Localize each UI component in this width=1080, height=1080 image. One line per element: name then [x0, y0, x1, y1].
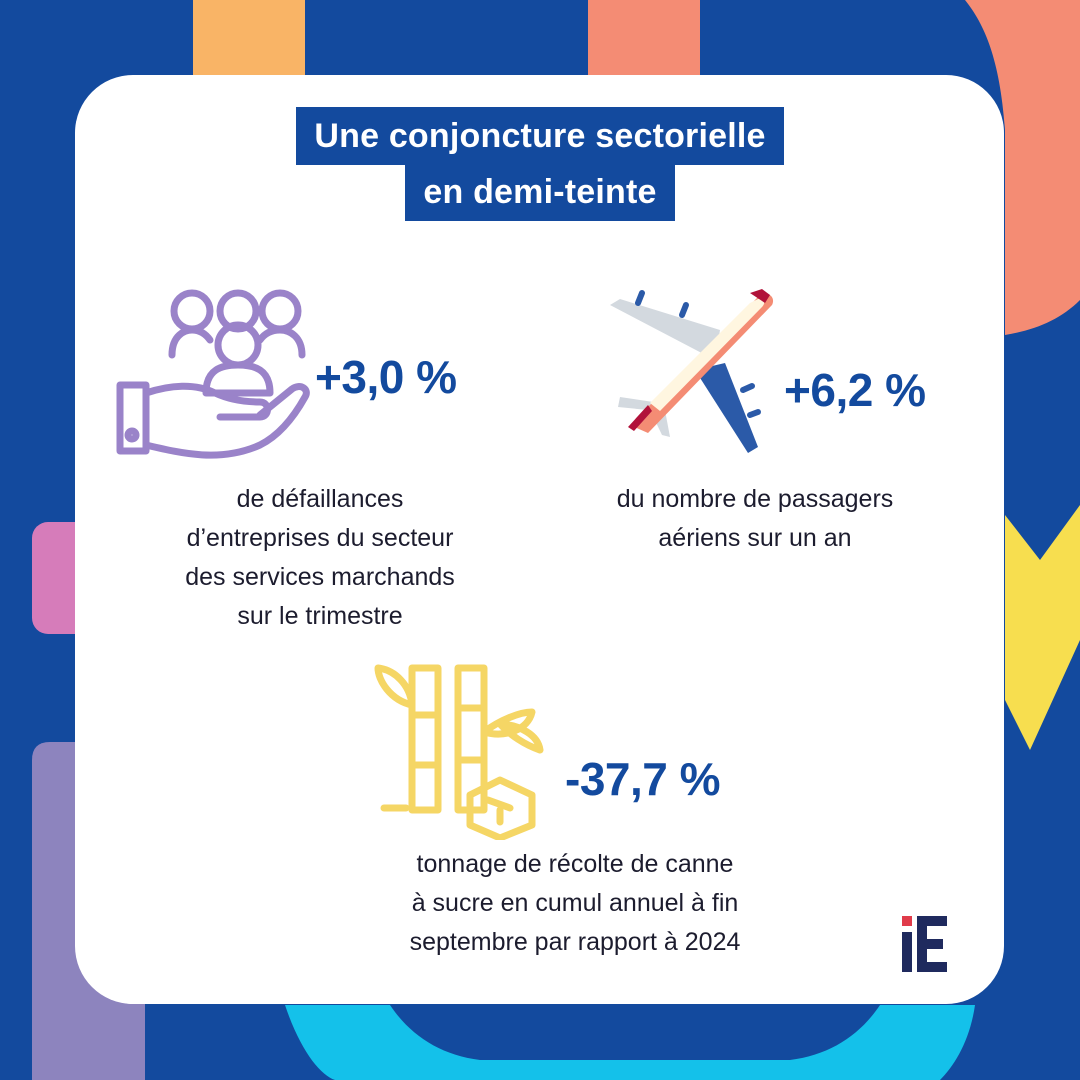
- cyan-arc-shape: [285, 1005, 975, 1080]
- sugarcane-icon: [374, 664, 544, 840]
- stat-description-2-line: du nombre de passagers: [616, 485, 894, 513]
- stat-description-3-line: septembre par rapport à 2024: [409, 928, 741, 956]
- title-line-2: en demi-teinte: [405, 163, 675, 221]
- airplane-icon: [610, 289, 774, 453]
- hand-with-people-icon: [116, 289, 310, 459]
- stat-description-1-line: de défaillances: [236, 485, 404, 513]
- stat-description-2: du nombre de passagers aériens sur un an: [555, 480, 955, 558]
- page-title: Une conjoncture sectorielle en demi-tein…: [0, 107, 1080, 221]
- stat-value-2: +6,2 %: [784, 364, 926, 416]
- stat-description-1: de défaillances d’entreprises du secteur…: [120, 480, 520, 636]
- infographic-card: [75, 75, 1004, 1004]
- title-line-1: Une conjoncture sectorielle: [296, 107, 784, 165]
- stat-description-3-line: à sucre en cumul annuel à fin: [411, 889, 739, 917]
- stat-description-1-line: d’entreprises du secteur: [186, 524, 454, 552]
- coral-arc-shape: [965, 0, 1080, 335]
- stat-value-1: +3,0 %: [315, 351, 457, 403]
- stat-description-2-line: aériens sur un an: [658, 524, 852, 552]
- stat-description-1-line: des services marchands: [185, 563, 455, 591]
- yellow-chevron-shape: [1005, 505, 1080, 750]
- ie-logo: [902, 916, 947, 972]
- stat-description-1-line: sur le trimestre: [237, 602, 403, 630]
- stat-description-3-line: tonnage de récolte de canne: [416, 850, 734, 878]
- stat-description-3: tonnage de récolte de canne à sucre en c…: [340, 845, 810, 962]
- stat-value-3: -37,7 %: [565, 753, 721, 805]
